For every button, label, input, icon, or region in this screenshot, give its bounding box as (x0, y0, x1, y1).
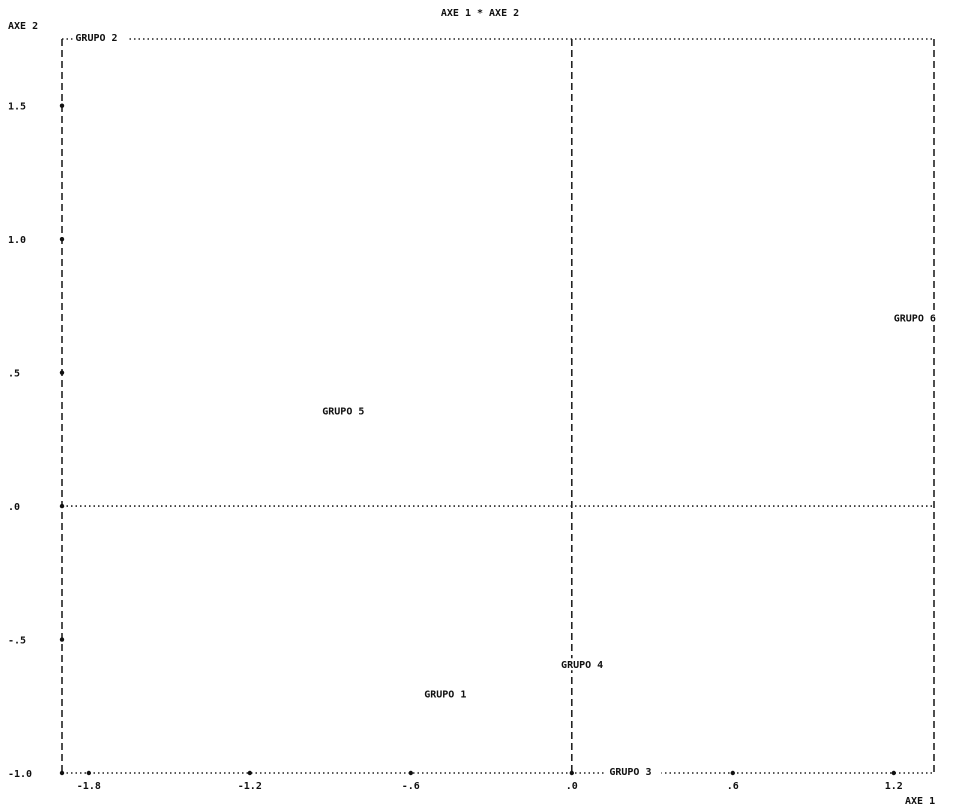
y-tick-mark (59, 370, 65, 375)
y-tick-mark (59, 236, 65, 242)
x-axis-ticks: -1.8 -1.2 -.6 .0 .6 1.2 (77, 770, 903, 792)
x-tick-label: -.6 (402, 781, 420, 792)
point-label-bg (421, 687, 477, 700)
point-label: GRUPO 1 (424, 690, 466, 701)
x-tick-mark (86, 770, 92, 776)
x-tick-label: 1.2 (885, 781, 903, 792)
x-tick-label: .0 (566, 781, 578, 792)
y-tick-label: 1.0 (8, 235, 26, 246)
chart-title: AXE 1 * AXE 2 (441, 8, 519, 19)
point-label: GRUPO 2 (75, 33, 117, 44)
x-tick-mark (569, 770, 574, 776)
x-tick-mark (891, 770, 896, 776)
y-tick-mark (59, 770, 65, 776)
y-tick-mark (59, 103, 65, 108)
point-label-bg (72, 31, 128, 43)
point-label-bg (558, 658, 614, 671)
point-label-bg (319, 404, 375, 417)
y-tick-mark (59, 503, 65, 509)
reference-lines (62, 39, 934, 773)
point-label: GRUPO 5 (322, 407, 364, 418)
y-tick-label: -1.0 (8, 769, 32, 780)
point-labels: GRUPO 1 GRUPO 2 GRUPO 3 GRUPO 4 GRUPO 5 GRUPO… (72, 31, 946, 778)
y-tick-label: 1.5 (8, 102, 26, 113)
point-label: GRUPO 4 (561, 660, 603, 671)
point-label-bg (890, 311, 946, 324)
x-tick-mark (247, 770, 253, 776)
x-tick-label: -1.2 (238, 781, 262, 792)
x-axis-label: AXE 1 (905, 796, 935, 807)
point-label: GRUPO 6 (894, 313, 936, 324)
y-tick-mark (59, 637, 65, 642)
y-tick-label: -.5 (8, 636, 26, 647)
point-label-bg (606, 765, 662, 777)
plot-frame (61, 38, 935, 774)
x-tick-label: -1.8 (77, 781, 101, 792)
y-axis-label: AXE 2 (8, 21, 38, 32)
point-label: GRUPO 3 (609, 767, 651, 778)
x-tick-mark (730, 770, 735, 776)
y-tick-label: .0 (8, 502, 20, 513)
x-tick-mark (408, 770, 413, 776)
y-tick-label: .5 (8, 369, 20, 380)
y-axis-ticks: -1.0 -.5 .0 .5 1.0 1.5 (8, 102, 65, 780)
x-tick-label: .6 (727, 781, 739, 792)
